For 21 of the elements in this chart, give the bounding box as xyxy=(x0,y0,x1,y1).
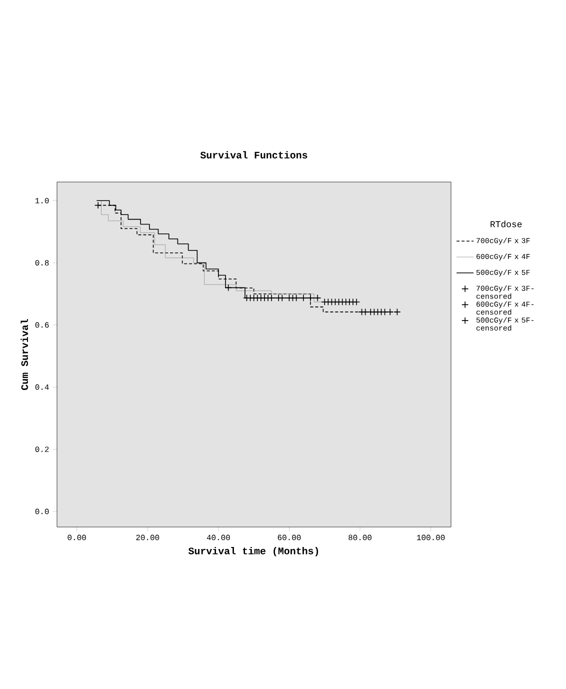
point xyxy=(381,308,388,316)
point xyxy=(362,308,369,316)
x-axis-title: Survival time (Months) xyxy=(188,547,318,556)
point xyxy=(300,294,307,302)
y-axis-title: Cum Survival xyxy=(20,319,28,390)
chart-title: Survival Functions xyxy=(200,151,308,158)
point xyxy=(292,294,300,302)
point xyxy=(94,202,102,209)
point xyxy=(254,294,261,302)
point xyxy=(342,298,350,306)
point xyxy=(224,284,232,292)
point xyxy=(352,298,360,306)
point xyxy=(314,294,322,302)
point xyxy=(278,294,286,302)
point xyxy=(346,298,353,306)
point xyxy=(394,308,401,316)
legend-title: RTdose xyxy=(490,220,522,228)
point xyxy=(268,294,276,302)
point xyxy=(257,294,264,302)
point xyxy=(386,308,394,316)
point xyxy=(306,294,314,302)
